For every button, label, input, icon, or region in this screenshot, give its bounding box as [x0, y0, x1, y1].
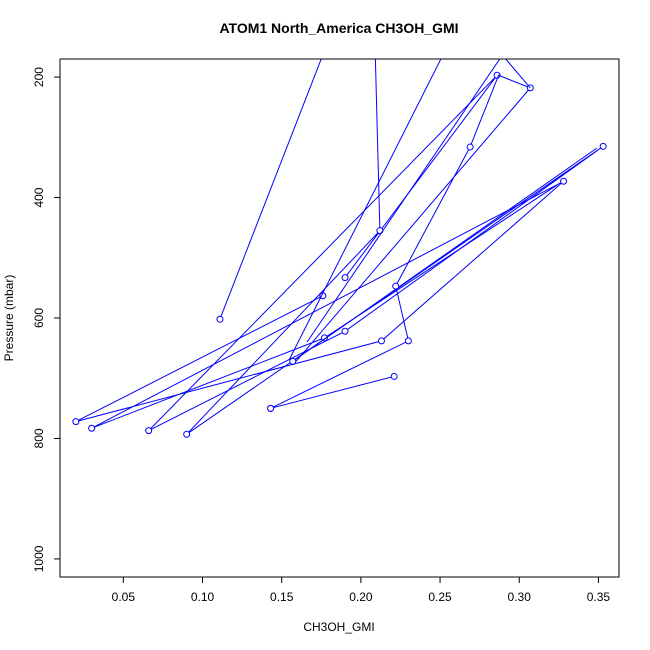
plot-frame [59, 58, 620, 578]
data-point [404, 337, 412, 345]
data-point [390, 372, 398, 380]
series-line [219, 59, 322, 320]
data-point [599, 142, 607, 150]
data-point [88, 424, 96, 432]
data-point [289, 357, 297, 365]
x-tick-label: 0.10 [191, 590, 215, 604]
x-tick-label: 0.30 [508, 590, 532, 604]
x-tick-label: 0.35 [587, 590, 611, 604]
series-8 [289, 59, 442, 360]
y-axis-label: Pressure (mbar) [2, 275, 16, 362]
y-tick-label: 200 [32, 67, 46, 87]
data-point [320, 334, 328, 342]
y-axis: 200 400 600 800 1000 [32, 67, 60, 572]
data-point [392, 282, 400, 290]
data-point [341, 327, 349, 335]
series-line [270, 74, 532, 409]
y-tick-label: 600 [32, 308, 46, 328]
series-9 [505, 59, 531, 89]
data-point [216, 315, 224, 323]
x-tick-label: 0.25 [428, 590, 452, 604]
series-4 [289, 147, 598, 365]
x-tick-label: 0.15 [270, 590, 294, 604]
series-line [148, 59, 604, 435]
data-point [466, 143, 474, 151]
x-tick-label: 0.05 [112, 590, 136, 604]
series-3 [145, 59, 607, 438]
y-tick-label: 800 [32, 428, 46, 448]
chart-title: ATOM1 North_America CH3OH_GMI [219, 20, 458, 36]
x-axis: 0.05 0.10 0.15 0.20 0.25 0.30 0.35 [112, 577, 611, 604]
data-point [267, 404, 275, 412]
x-tick-label: 0.20 [349, 590, 373, 604]
series-layer [72, 59, 607, 438]
series-line [75, 180, 564, 429]
data-point [341, 274, 349, 282]
series-7 [306, 59, 501, 343]
series-line [505, 59, 531, 89]
series-line [306, 59, 501, 343]
y-tick-label: 400 [32, 187, 46, 207]
y-tick-label: 1000 [32, 545, 46, 572]
series-line [289, 59, 442, 360]
data-point [560, 177, 568, 185]
series-1 [267, 372, 398, 412]
series-2 [72, 177, 568, 432]
series-line [292, 147, 598, 362]
data-point [183, 430, 191, 438]
data-point [377, 337, 385, 345]
series-5 [216, 59, 322, 323]
series-line [270, 375, 395, 409]
data-point [72, 418, 80, 426]
data-point [145, 427, 153, 435]
x-axis-label: CH3OH_GMI [303, 620, 374, 634]
